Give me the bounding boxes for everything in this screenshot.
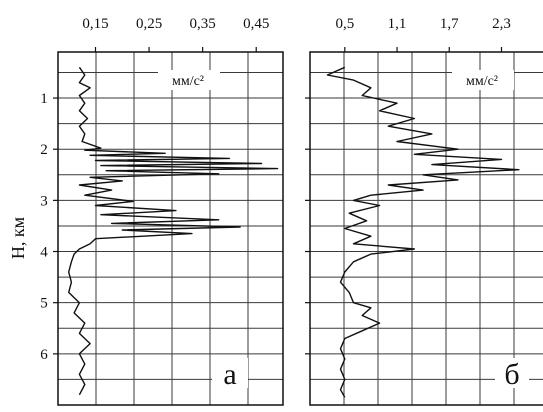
y-tick-label: 4 (40, 245, 48, 261)
plot-frame (57, 51, 284, 406)
series-line (68, 66, 279, 396)
x-tick-label: 1,7 (440, 16, 459, 32)
unit-label-bg (158, 70, 220, 90)
x-tick-label: 2,3 (492, 16, 511, 32)
y-tick-label: 2 (40, 142, 48, 158)
plot-frame (309, 51, 543, 406)
y-tick-label: 1 (40, 91, 48, 107)
unit-label-bg (452, 70, 514, 90)
panel-b: 0,5 1,1 1,7 2,3 мм/с² б (305, 16, 543, 406)
x-tick-label: 0,25 (136, 16, 162, 32)
x-tick-label: 1,1 (388, 16, 407, 32)
x-tick-label: 0,15 (82, 16, 108, 32)
panel-label: б (504, 358, 519, 391)
panel-label-bg (495, 358, 529, 388)
panel-a: 0,15 0,25 0,35 0,45 1 2 3 4 5 6 мм/с² а (40, 16, 284, 406)
unit-label: мм/с² (172, 74, 204, 89)
x-tick-label: 0,5 (335, 16, 354, 32)
x-tick-label: 0,35 (190, 16, 216, 32)
y-tick-label: 3 (40, 193, 48, 209)
y-tick-label: 5 (40, 296, 48, 312)
unit-label: мм/с² (466, 74, 498, 89)
panel-label: а (223, 358, 236, 391)
y-axis-label: H, км (8, 217, 28, 259)
series-line (326, 66, 520, 398)
panel-label-bg (212, 358, 248, 388)
y-tick-label: 6 (40, 347, 48, 363)
x-tick-label: 0,45 (243, 16, 269, 32)
